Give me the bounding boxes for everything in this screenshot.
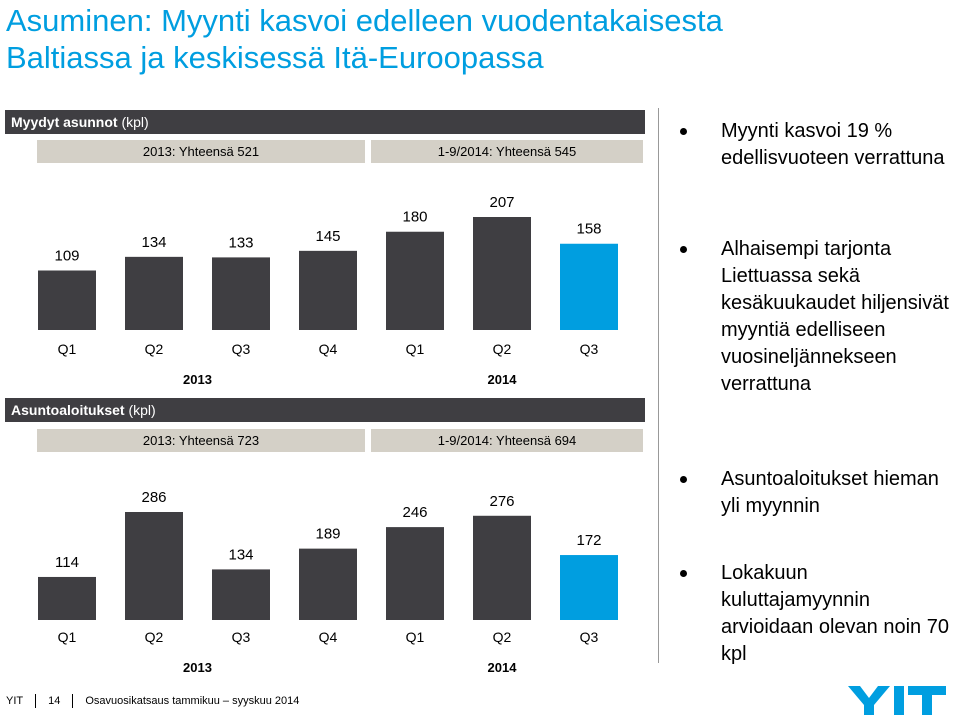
tick-label: Q1 [58, 341, 77, 357]
data-label: 180 [402, 209, 427, 226]
tick-label: Q4 [319, 629, 338, 645]
sold-header-unit: (kpl) [121, 114, 149, 130]
sold-total-2014: 1-9/2014: Yhteensä 545 [371, 140, 643, 163]
tick-label: Q1 [406, 341, 425, 357]
bullet-dot-icon [680, 570, 687, 577]
sold-header: Myydyt asunnot (kpl) [5, 110, 645, 134]
bullet-text: Alhaisempi tarjonta Liettuassa sekä kesä… [721, 238, 949, 395]
bar [125, 512, 183, 620]
starts-total-2014: 1-9/2014: Yhteensä 694 [371, 429, 643, 452]
bar [386, 527, 444, 620]
bar [560, 243, 618, 330]
column-divider [658, 108, 659, 663]
data-label: 189 [315, 526, 340, 543]
tick-label: Q3 [232, 629, 251, 645]
year-label: 2014 [488, 372, 518, 387]
data-label: 246 [402, 504, 427, 521]
data-label: 109 [54, 247, 79, 264]
data-label: 134 [228, 546, 253, 563]
bar [299, 250, 357, 330]
tick-label: Q4 [319, 341, 338, 357]
starts-header-unit: (kpl) [128, 402, 156, 418]
bar [38, 270, 96, 330]
bar [473, 515, 531, 620]
data-label: 145 [315, 228, 340, 245]
year-label: 2014 [488, 660, 518, 675]
bar [212, 569, 270, 620]
data-label: 207 [489, 194, 514, 211]
bar [299, 548, 357, 620]
year-label: 2013 [183, 372, 212, 387]
starts-header: Asuntoaloitukset (kpl) [5, 398, 645, 422]
data-label: 276 [489, 493, 514, 510]
bar [473, 217, 531, 330]
bullet-text: Asuntoaloitukset hieman yli myynnin [721, 468, 939, 517]
tick-label: Q2 [493, 341, 512, 357]
tick-label: Q3 [580, 341, 599, 357]
page-title: Asuminen: Myynti kasvoi edelleen vuodent… [6, 2, 906, 76]
bar [560, 555, 618, 620]
starts-total-2013: 2013: Yhteensä 723 [37, 429, 365, 452]
footer-separator [35, 694, 37, 709]
bar [125, 256, 183, 330]
yit-logo-icon [848, 686, 946, 715]
bullet-dot-icon [680, 128, 687, 135]
starts-header-bold: Asuntoaloitukset [11, 402, 125, 418]
bar [212, 257, 270, 330]
title-line-2: Baltiassa ja keskisessä Itä-Euroopassa [6, 40, 544, 75]
data-label: 286 [141, 489, 166, 506]
starts-bar-chart: 114 Q1 286 Q2 134 Q3 189 Q4 246 Q1 276 Q2 172 Q3 2013 2… [38, 489, 618, 675]
footer-company: YIT [6, 695, 24, 707]
title-line-1: Asuminen: Myynti kasvoi edelleen vuodent… [6, 3, 723, 38]
footer-separator [72, 694, 74, 709]
tick-label: Q1 [406, 629, 425, 645]
footer-text: Osavuosikatsaus tammikuu – syyskuu 2014 [85, 695, 300, 707]
data-label: 158 [576, 221, 601, 238]
data-label: 133 [228, 234, 253, 251]
bullet-text: Myynti kasvoi 19 % edellisvuoteen verrat… [721, 120, 945, 169]
bar [386, 231, 444, 330]
tick-label: Q2 [145, 341, 164, 357]
bullet-text: Lokakuun kuluttajamyynnin arvioidaan ole… [721, 562, 949, 665]
year-label: 2013 [183, 660, 212, 675]
tick-label: Q1 [58, 629, 77, 645]
data-label: 134 [141, 234, 166, 251]
sold-total-2013: 2013: Yhteensä 521 [37, 140, 365, 163]
sold-header-bold: Myydyt asunnot [11, 114, 118, 130]
bullet-dot-icon [680, 476, 687, 483]
tick-label: Q2 [493, 629, 512, 645]
sold-bar-chart: 109 Q1 134 Q2 133 Q3 145 Q4 180 Q1 207 Q2 158 Q3 2013 2… [38, 194, 618, 387]
footer: YIT 14 Osavuosikatsaus tammikuu – syyskuu … [6, 693, 299, 709]
tick-label: Q2 [145, 629, 164, 645]
bar [38, 576, 96, 620]
bullet-dot-icon [680, 246, 687, 253]
footer-page-number: 14 [48, 695, 61, 707]
data-label: 172 [576, 532, 601, 549]
tick-label: Q3 [580, 629, 599, 645]
tick-label: Q3 [232, 341, 251, 357]
data-label: 114 [55, 554, 79, 571]
